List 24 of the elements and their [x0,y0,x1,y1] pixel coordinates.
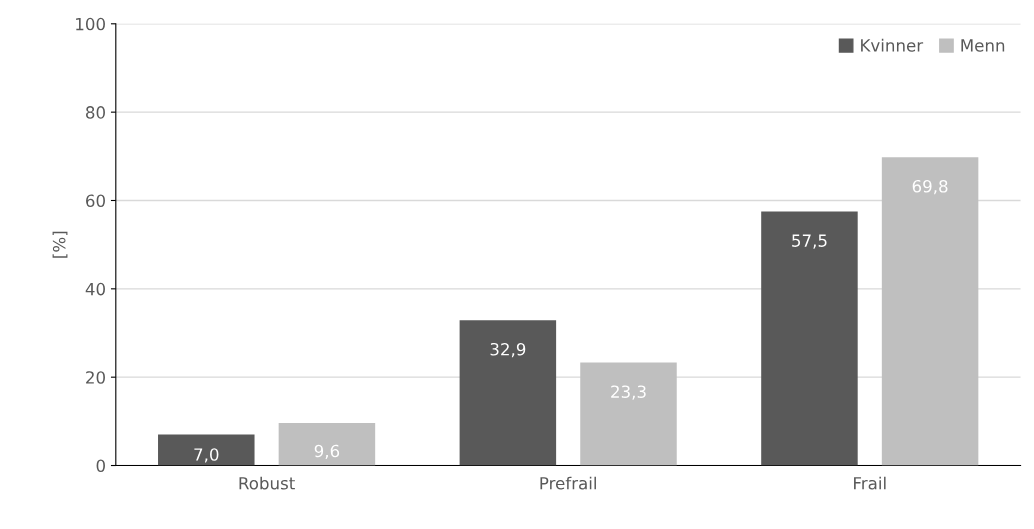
y-tick-label: 60 [86,194,105,208]
legend-label: Kvinner [861,38,924,52]
bar [580,362,677,466]
x-tick-label: Prefrail [540,476,596,490]
data-label: 69,8 [912,179,948,195]
y-tick-label: 100 [76,17,105,31]
bar [158,434,255,466]
bar [881,157,979,466]
bar [278,423,376,466]
x-tick-label: Robust [239,476,295,490]
y-tick-label: 80 [86,106,105,119]
data-label: 23,3 [611,385,646,400]
bar [459,320,557,466]
data-label: 57,5 [792,234,827,249]
data-label: 32,9 [490,342,526,358]
y-tick-label: 0 [96,459,105,473]
y-axis-title: [%] [52,231,68,258]
y-tick-label: 40 [85,282,105,296]
bar [761,211,858,466]
y-tick-label: 20 [86,371,105,384]
data-label: 7,0 [194,448,219,463]
x-tick-label: Frail [854,476,886,490]
data-label: 9,6 [314,444,340,459]
legend-label: Menn [961,39,1005,52]
